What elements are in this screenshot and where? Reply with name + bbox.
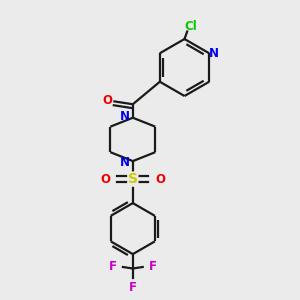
Text: Cl: Cl	[185, 20, 197, 34]
Text: O: O	[102, 94, 112, 107]
Text: S: S	[128, 172, 138, 186]
Text: N: N	[209, 47, 219, 60]
Text: F: F	[109, 260, 117, 274]
Text: O: O	[100, 172, 110, 186]
Text: F: F	[149, 260, 157, 274]
Text: N: N	[120, 156, 130, 169]
Text: F: F	[129, 281, 137, 294]
Text: O: O	[155, 172, 165, 186]
Text: N: N	[120, 110, 130, 123]
